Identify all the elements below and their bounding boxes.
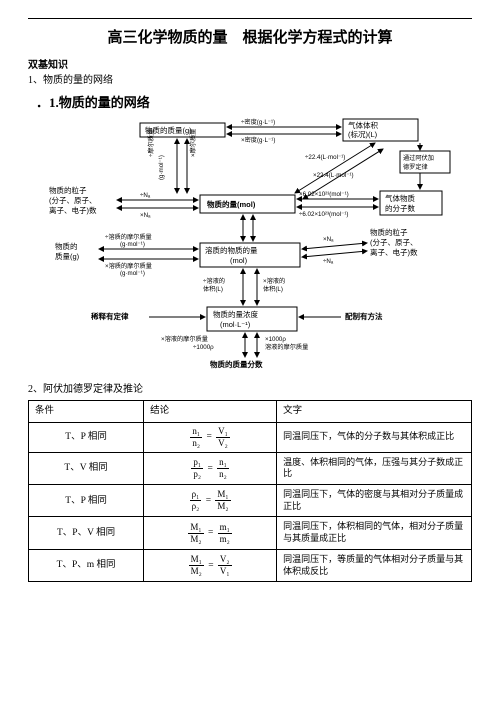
th-desc: 文字 bbox=[277, 401, 472, 422]
cell-desc: 同温同压下，等质量的气体相对分子质量与其体积成反比 bbox=[277, 549, 472, 581]
edge-mulNA-1: ×Nₐ bbox=[140, 212, 151, 219]
cell-cond: T、P、m 相同 bbox=[29, 549, 144, 581]
cell-concl: n₁n₂ = V₁V₂ bbox=[144, 422, 277, 452]
edge-mul-vol-2: 体积(L) bbox=[263, 285, 283, 293]
node-particles2-1: 物质的粒子 bbox=[370, 227, 408, 237]
edge-div-molar-1: ÷溶质的摩尔质量 bbox=[105, 233, 152, 241]
cell-cond: T、P、V 相同 bbox=[29, 517, 144, 549]
section-basic: 双基知识 bbox=[28, 59, 472, 72]
avogadro-table: 条件 结论 文字 T、P 相同 n₁n₂ = V₁V₂ 同温同压下，气体的分子数… bbox=[28, 400, 472, 582]
node-through-1: 通过阿伏加 bbox=[403, 154, 434, 162]
node-gasmol-1: 气体物质 bbox=[385, 193, 415, 203]
node-gasvol-2: (标况)(L) bbox=[348, 129, 378, 139]
cell-desc: 温度、体积相同的气体，压强与其分子数成正比 bbox=[277, 452, 472, 484]
edge-density-div: ÷密度(g·L⁻¹) bbox=[241, 118, 275, 126]
cell-concl: p₁p₂ = n₁n₂ bbox=[144, 452, 277, 484]
node-conc-2: (mol·L⁻¹) bbox=[220, 320, 251, 329]
node-gasmol-2: 的分子数 bbox=[385, 203, 415, 213]
page-title: 高三化学物质的量 根据化学方程式的计算 bbox=[28, 29, 472, 49]
th-cond: 条件 bbox=[29, 401, 144, 422]
edge-224-div: ÷22.4(L·mol⁻¹) bbox=[305, 154, 345, 161]
node-particles2-3: 离子、电子)数 bbox=[370, 247, 418, 257]
table-row: T、P、m 相同 M₁M₂ = V₂V₁ 同温同压下，等质量的气体相对分子质量与… bbox=[29, 549, 472, 581]
edge-divNA-2: ÷Nₐ bbox=[323, 258, 334, 265]
node-through-2: 德罗定律 bbox=[403, 163, 428, 171]
node-particles-3: 离子、电子)数 bbox=[49, 205, 97, 215]
edge-solvent-molar: 溶液的摩尔质量 bbox=[265, 343, 308, 351]
edge-mul602: ×6.02×10²³(mol⁻¹) bbox=[299, 191, 349, 198]
node-method: 配制有方法 bbox=[345, 311, 383, 321]
node-gasvol-1: 气体体积 bbox=[348, 120, 378, 130]
edge-div-vol-2: 体积(L) bbox=[203, 285, 223, 293]
node-mass2-2: 质量(g) bbox=[55, 251, 80, 261]
cell-desc: 同温同压下，体积相同的气体，相对分子质量与其质量成正比 bbox=[277, 517, 472, 549]
edge-1000p-mul: ×1000ρ bbox=[265, 336, 286, 343]
node-particles2-2: (分子、原子、 bbox=[370, 238, 418, 247]
node-conc-1: 物质的量浓度 bbox=[213, 309, 258, 319]
edge-mul-molar-2: (g·mol⁻¹) bbox=[120, 270, 145, 277]
edge-mulNA-2: ×Nₐ bbox=[323, 236, 334, 243]
network-title: ．1.物质的量的网络 bbox=[36, 95, 472, 112]
cell-cond: T、V 相同 bbox=[29, 452, 144, 484]
node-center2-2: (mol) bbox=[230, 256, 248, 265]
node-particles-2: (分子、原子、 bbox=[49, 196, 97, 205]
cell-concl: M₁M₂ = V₂V₁ bbox=[144, 549, 277, 581]
edge-mul-vol-1: ×溶液的 bbox=[263, 277, 285, 285]
node-center2-1: 溶质的物质的量 bbox=[205, 245, 258, 255]
th-concl: 结论 bbox=[144, 401, 277, 422]
cell-concl: M₁M₂ = m₁m₂ bbox=[144, 517, 277, 549]
node-mass2-1: 物质的 bbox=[55, 241, 78, 251]
subsection-2: 2、阿伏加德罗定律及推论 bbox=[28, 383, 472, 396]
edge-density-mul: ×密度(g·L⁻¹) bbox=[241, 136, 275, 144]
concept-map: 物质的质量(g) 气体体积 (标况)(L) ÷密度(g·L⁻¹) ×密度(g·L… bbox=[45, 115, 455, 375]
edge-1000p-div: ÷1000ρ bbox=[193, 344, 214, 351]
node-particles-1: 物质的粒子 bbox=[49, 185, 87, 195]
edge-molar-mul: ×摩尔质量 bbox=[189, 129, 197, 157]
cell-cond: T、P 相同 bbox=[29, 485, 144, 517]
cell-desc: 同温同压下，气体的分子数与其体积成正比 bbox=[277, 422, 472, 452]
node-massfrac: 物质的质量分数 bbox=[210, 359, 263, 369]
edge-mul-molar-1: ×溶质的摩尔质量 bbox=[105, 262, 152, 270]
edge-div602: ÷6.02×10²³(mol⁻¹) bbox=[299, 211, 348, 218]
subsection-1: 1、物质的量的网络 bbox=[28, 74, 472, 87]
table-row: T、P、V 相同 M₁M₂ = m₁m₂ 同温同压下，体积相同的气体，相对分子质… bbox=[29, 517, 472, 549]
edge-gmol: (g·mol⁻¹) bbox=[158, 155, 165, 180]
edge-divNA-1: ÷Nₐ bbox=[140, 192, 151, 199]
cell-concl: ρ₁ρ₂ = M₁M₂ bbox=[144, 485, 277, 517]
table-row: T、P 相同 n₁n₂ = V₁V₂ 同温同压下，气体的分子数与其体积成正比 bbox=[29, 422, 472, 452]
table-row: T、P 相同 ρ₁ρ₂ = M₁M₂ 同温同压下，气体的密度与其相对分子质量成正… bbox=[29, 485, 472, 517]
edge-div-vol-1: ÷溶液的 bbox=[203, 277, 225, 285]
edge-div-molar-2: (g·mol⁻¹) bbox=[120, 241, 145, 248]
top-rule bbox=[28, 18, 472, 19]
node-dilute: 稀释有定律 bbox=[91, 311, 129, 321]
cell-desc: 同温同压下，气体的密度与其相对分子质量成正比 bbox=[277, 485, 472, 517]
cell-cond: T、P 相同 bbox=[29, 422, 144, 452]
table-header-row: 条件 结论 文字 bbox=[29, 401, 472, 422]
node-center: 物质的量(mol) bbox=[207, 199, 256, 209]
edge-molar-div: ÷摩尔质量 bbox=[147, 129, 155, 157]
edge-div-sol-molar: ×溶液的摩尔质量 bbox=[161, 335, 208, 343]
concept-map-wrap: 物质的质量(g) 气体体积 (标况)(L) ÷密度(g·L⁻¹) ×密度(g·L… bbox=[28, 115, 472, 375]
table-row: T、V 相同 p₁p₂ = n₁n₂ 温度、体积相同的气体，压强与其分子数成正比 bbox=[29, 452, 472, 484]
edge-224-mul: ×22.4(L·mol⁻¹) bbox=[313, 172, 354, 179]
